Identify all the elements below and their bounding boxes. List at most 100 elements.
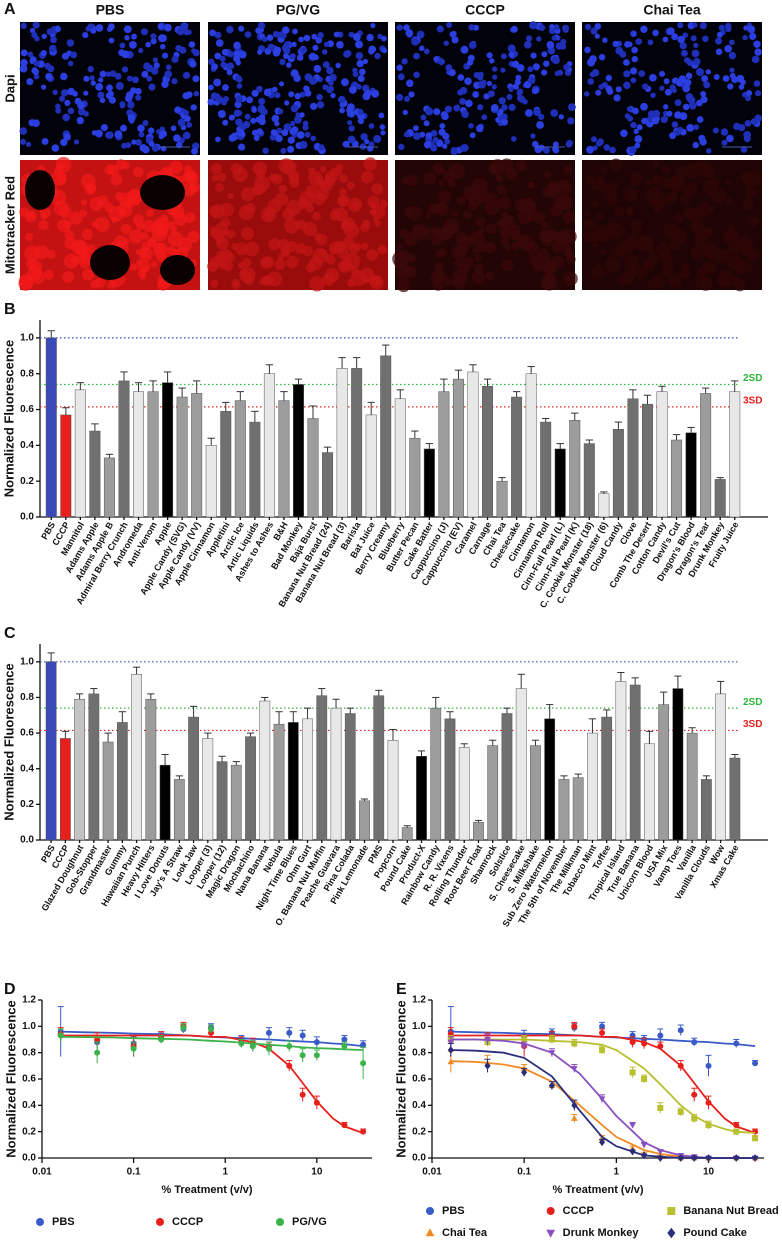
- nucleus: [489, 58, 495, 64]
- cell-signal: [498, 196, 511, 210]
- nucleus: [299, 112, 305, 118]
- column-header: Chai Tea: [643, 2, 701, 18]
- nucleus: [60, 89, 69, 97]
- nucleus: [666, 110, 673, 117]
- nucleus: [304, 89, 312, 97]
- legend-marker: [426, 1207, 434, 1215]
- nucleus: [722, 75, 730, 82]
- nucleus: [40, 50, 47, 57]
- nucleus: [538, 144, 545, 151]
- cell-signal: [630, 219, 644, 232]
- cell-signal: [475, 216, 486, 227]
- data-point: [208, 1025, 215, 1032]
- nucleus: [381, 35, 387, 42]
- nucleus: [290, 120, 296, 127]
- cell-signal: [63, 253, 80, 269]
- nucleus: [114, 130, 123, 139]
- cell-signal: [558, 195, 573, 210]
- cell-signal: [244, 241, 259, 257]
- nucleus: [755, 90, 762, 97]
- nucleus: [299, 140, 308, 149]
- cell-signal: [95, 277, 106, 288]
- data-point: [360, 1060, 367, 1067]
- cell-signal: [558, 179, 568, 190]
- nucleus: [171, 78, 178, 85]
- nucleus: [380, 130, 386, 136]
- nucleus: [256, 128, 263, 135]
- cell-signal: [500, 237, 510, 247]
- nucleus: [315, 37, 323, 44]
- bar: [487, 745, 499, 841]
- nucleus: [538, 24, 546, 32]
- nucleus: [20, 49, 28, 57]
- nucleus: [368, 123, 375, 129]
- nucleus: [50, 36, 57, 44]
- data-point: [571, 1040, 578, 1047]
- cell-signal: [624, 187, 638, 202]
- data-point: [752, 1154, 759, 1162]
- cell-signal: [167, 246, 176, 256]
- nucleus: [501, 53, 507, 60]
- nucleus: [671, 121, 679, 128]
- cell-signal: [623, 254, 639, 271]
- cell-signal: [170, 204, 185, 219]
- nucleus: [281, 26, 290, 34]
- bar: [302, 718, 313, 841]
- nucleus: [60, 138, 68, 147]
- bar: [458, 747, 470, 841]
- nucleus: [270, 129, 278, 136]
- cell-signal: [366, 249, 378, 261]
- cell-signal: [505, 167, 518, 180]
- nucleus: [272, 31, 280, 38]
- cell-signal: [187, 230, 200, 243]
- nucleus: [208, 84, 214, 91]
- nucleus: [467, 59, 474, 66]
- cell-signal: [210, 163, 222, 175]
- cell-signal: [135, 221, 145, 231]
- nucleus: [638, 70, 646, 77]
- nucleus: [321, 49, 328, 55]
- nucleus: [83, 75, 90, 82]
- nucleus: [173, 134, 181, 142]
- nucleus: [468, 123, 474, 129]
- data-point: [571, 1023, 578, 1030]
- y-tick-label: 0.4: [20, 763, 34, 774]
- bar: [473, 821, 484, 841]
- cell-signal: [702, 179, 719, 195]
- bar: [307, 418, 319, 518]
- nucleus: [269, 134, 277, 141]
- nucleus: [312, 44, 319, 51]
- cell-signal: [362, 219, 371, 228]
- cell-signal: [435, 250, 443, 258]
- cell-signal: [609, 158, 623, 172]
- cell-signal: [77, 250, 88, 261]
- nucleus: [698, 134, 706, 142]
- cell-signal: [24, 232, 34, 241]
- nucleus: [238, 50, 247, 59]
- bar: [583, 443, 595, 518]
- legend-marker: [667, 1207, 676, 1215]
- nucleus: [530, 133, 536, 139]
- nucleus: [478, 81, 486, 89]
- reference-label: 3SD: [743, 719, 762, 730]
- nucleus: [174, 106, 182, 114]
- bar: [287, 722, 299, 841]
- data-point: [733, 1128, 740, 1135]
- nucleus: [461, 144, 469, 152]
- cell-signal: [595, 212, 604, 221]
- nucleus: [217, 110, 226, 118]
- nucleus: [119, 42, 126, 49]
- nucleus: [632, 107, 639, 115]
- cell-signal: [432, 162, 444, 174]
- nucleus: [164, 70, 173, 78]
- nucleus: [135, 94, 142, 101]
- data-point: [733, 1040, 740, 1047]
- bar: [330, 707, 342, 841]
- nucleus: [122, 66, 129, 73]
- nucleus: [635, 38, 642, 45]
- data-point: [299, 1032, 306, 1039]
- cell-signal: [211, 228, 222, 239]
- nucleus: [228, 114, 235, 121]
- nucleus: [335, 62, 341, 69]
- nucleus: [506, 94, 513, 100]
